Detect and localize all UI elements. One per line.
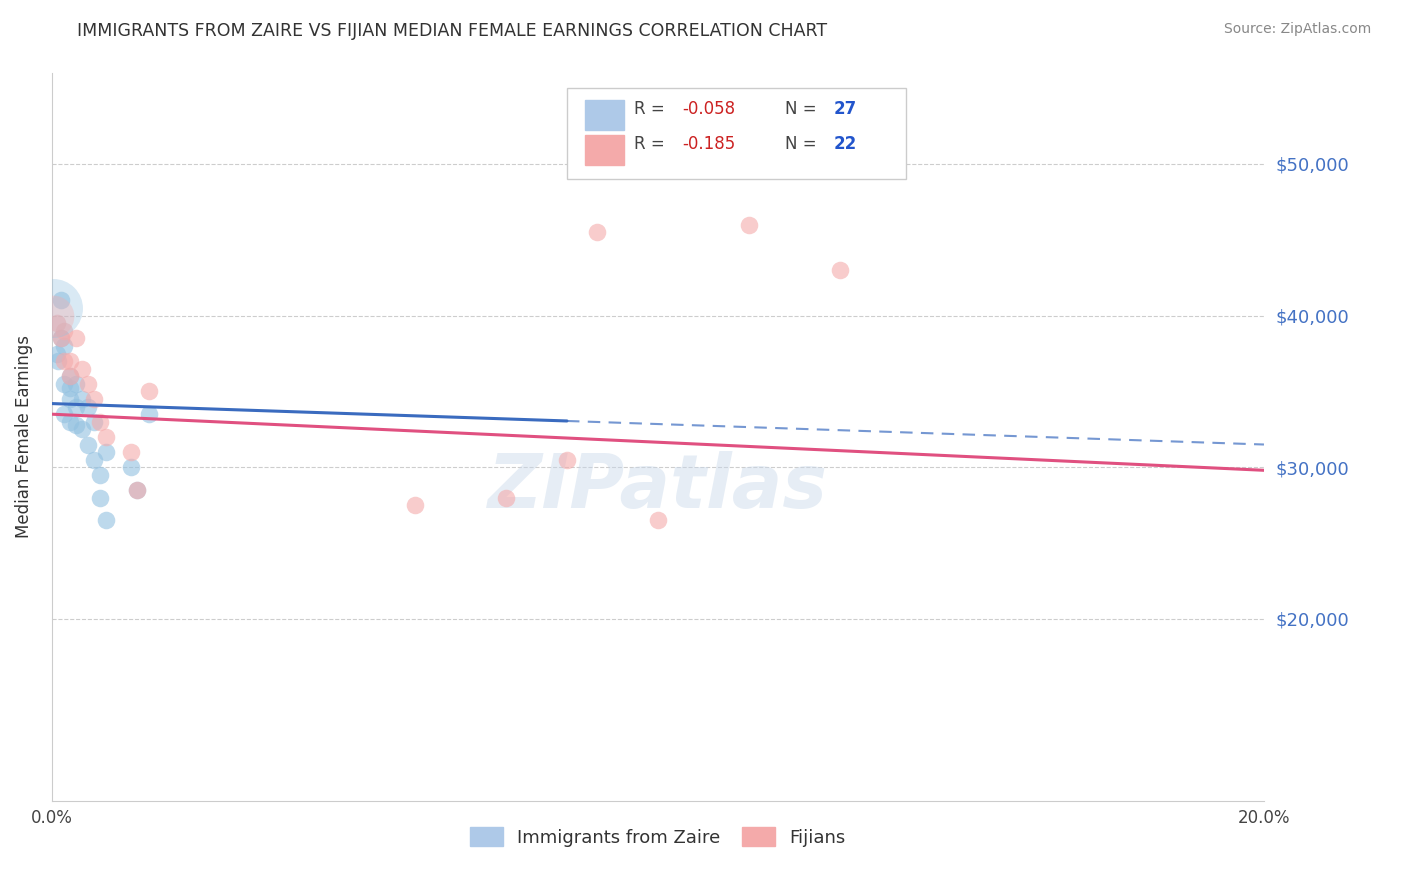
Point (125, 483, 148, 497)
Point (77, 376, 100, 391)
Text: N =: N = (785, 100, 823, 118)
Text: -0.058: -0.058 (682, 100, 735, 118)
Text: ZIPatlas: ZIPatlas (488, 451, 828, 524)
Point (52, 339, 75, 353)
Point (89, 491, 111, 505)
Text: Source: ZipAtlas.com: Source: ZipAtlas.com (1223, 22, 1371, 37)
Point (59, 369, 82, 384)
Point (89, 415, 111, 429)
Text: 22: 22 (834, 135, 856, 153)
Point (828, 263, 851, 277)
Point (404, 498, 426, 512)
Point (83, 392, 105, 406)
Point (59, 392, 82, 406)
Point (59, 415, 82, 429)
Point (52, 354, 75, 368)
Point (89, 467, 111, 482)
Point (83, 415, 105, 429)
Legend: Immigrants from Zaire, Fijians: Immigrants from Zaire, Fijians (463, 820, 852, 854)
Point (96, 513, 118, 527)
FancyBboxPatch shape (585, 135, 624, 165)
FancyBboxPatch shape (585, 100, 624, 130)
Point (49, 331, 72, 345)
Point (52, 407, 75, 421)
Point (52, 376, 75, 391)
Point (125, 483, 148, 497)
Point (495, 491, 517, 505)
Point (120, 445, 142, 459)
Point (96, 445, 118, 459)
Point (138, 384, 160, 399)
Point (738, 218, 761, 232)
Point (59, 354, 82, 368)
Text: R =: R = (634, 100, 669, 118)
Point (65, 417, 87, 432)
Point (83, 452, 105, 467)
Point (45, 346, 67, 360)
Text: 27: 27 (834, 100, 856, 118)
Point (77, 437, 100, 451)
Point (49, 293, 72, 308)
Text: N =: N = (785, 135, 823, 153)
Point (70, 422, 93, 436)
Point (59, 369, 82, 384)
Point (96, 430, 118, 444)
Point (65, 400, 87, 414)
Point (42, 309, 65, 323)
Point (586, 225, 609, 239)
Point (46, 354, 69, 368)
Text: -0.185: -0.185 (682, 135, 735, 153)
Point (647, 513, 669, 527)
Point (52, 324, 75, 338)
Text: R =: R = (634, 135, 669, 153)
Point (45, 316, 67, 330)
Point (77, 400, 100, 414)
Point (59, 381, 82, 395)
Point (70, 361, 93, 376)
Point (65, 331, 87, 345)
Point (120, 460, 142, 475)
Text: IMMIGRANTS FROM ZAIRE VS FIJIAN MEDIAN FEMALE EARNINGS CORRELATION CHART: IMMIGRANTS FROM ZAIRE VS FIJIAN MEDIAN F… (77, 22, 828, 40)
Point (70, 392, 93, 406)
Point (49, 331, 72, 345)
Point (555, 452, 578, 467)
Y-axis label: Median Female Earnings: Median Female Earnings (15, 335, 32, 539)
Point (42, 301, 65, 315)
FancyBboxPatch shape (567, 87, 907, 178)
Point (65, 376, 87, 391)
Point (138, 407, 160, 421)
